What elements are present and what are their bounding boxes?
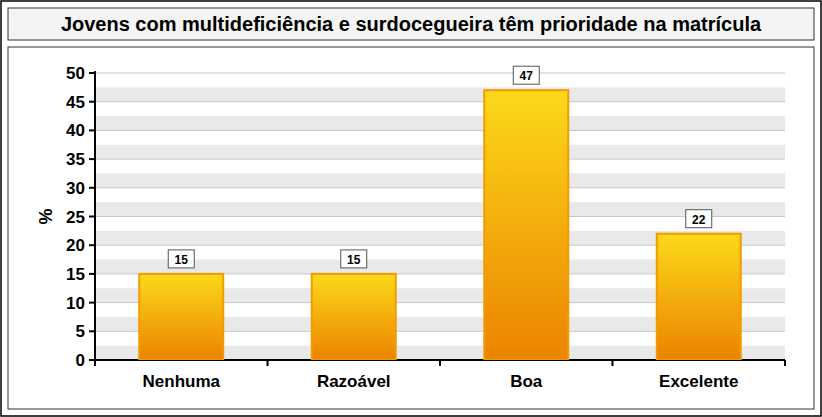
y-tick bbox=[89, 330, 95, 332]
data-label-box bbox=[168, 250, 194, 268]
bar bbox=[657, 234, 741, 360]
x-tick-label: Excelente bbox=[659, 372, 738, 391]
bar bbox=[312, 274, 396, 360]
y-tick bbox=[89, 101, 95, 103]
data-label-box bbox=[686, 210, 712, 228]
x-tick-label: Boa bbox=[510, 372, 543, 391]
y-tick-label: 40 bbox=[66, 121, 85, 140]
chart-svg: Jovens com multideficiência e surdocegue… bbox=[0, 0, 822, 417]
grid-line bbox=[95, 73, 785, 74]
y-tick-label: 15 bbox=[66, 265, 85, 284]
title-box bbox=[8, 8, 814, 40]
grid-line bbox=[95, 101, 785, 102]
data-label: 15 bbox=[347, 253, 361, 267]
y-tick-label: 20 bbox=[66, 236, 85, 255]
x-tick bbox=[267, 360, 269, 366]
grid-band bbox=[95, 145, 785, 159]
x-tick bbox=[94, 360, 96, 366]
grid-band bbox=[95, 116, 785, 130]
y-tick bbox=[89, 244, 95, 246]
y-tick-label: 45 bbox=[66, 93, 85, 112]
bars bbox=[139, 90, 741, 360]
y-axis-label: % bbox=[36, 208, 56, 224]
y-tick-label: 35 bbox=[66, 150, 85, 169]
grid-band bbox=[95, 87, 785, 101]
y-tick bbox=[89, 158, 95, 160]
y-tick bbox=[89, 187, 95, 189]
y-tick-label: 30 bbox=[66, 179, 85, 198]
data-label-box bbox=[341, 250, 367, 268]
title: Jovens com multideficiência e surdocegue… bbox=[61, 13, 762, 35]
chart-container: Jovens com multideficiência e surdocegue… bbox=[0, 0, 822, 417]
bar bbox=[139, 274, 223, 360]
y-tick bbox=[89, 216, 95, 218]
x-tick bbox=[784, 360, 786, 366]
y-tick-label: 25 bbox=[66, 208, 85, 227]
data-label-box bbox=[513, 66, 539, 84]
grid-line bbox=[95, 130, 785, 131]
y-tick-label: 10 bbox=[66, 294, 85, 313]
y-tick bbox=[89, 129, 95, 131]
grid-band bbox=[95, 202, 785, 216]
bar bbox=[484, 90, 568, 360]
data-label: 47 bbox=[520, 69, 534, 83]
y-tick-label: 50 bbox=[66, 64, 85, 83]
x-tick-label: Razoável bbox=[317, 372, 391, 391]
y-tick-label: 0 bbox=[76, 351, 85, 370]
grid-line bbox=[95, 159, 785, 160]
grid-line bbox=[95, 216, 785, 217]
y-tick bbox=[89, 72, 95, 74]
data-label: 22 bbox=[692, 213, 706, 227]
x-tick-label: Nenhuma bbox=[143, 372, 221, 391]
x-tick bbox=[439, 360, 441, 366]
grid-line bbox=[95, 187, 785, 188]
grid-band bbox=[95, 173, 785, 187]
plot-box bbox=[8, 47, 814, 409]
data-label: 15 bbox=[175, 253, 189, 267]
x-tick bbox=[612, 360, 614, 366]
y-tick-label: 5 bbox=[76, 322, 85, 341]
outer-frame bbox=[1, 1, 821, 416]
y-tick bbox=[89, 302, 95, 304]
y-tick bbox=[89, 273, 95, 275]
